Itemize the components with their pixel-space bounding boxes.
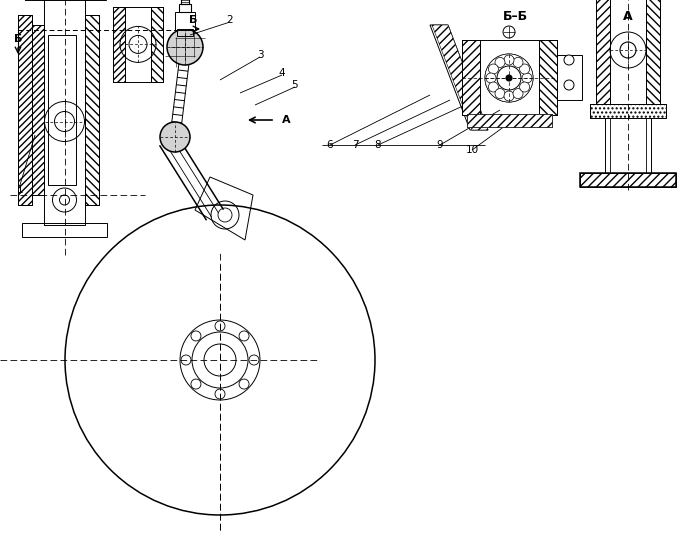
- Bar: [590, 104, 666, 118]
- Circle shape: [160, 122, 190, 152]
- Bar: [539, 40, 557, 115]
- Bar: [151, 7, 163, 82]
- Circle shape: [513, 89, 523, 99]
- Circle shape: [249, 355, 259, 365]
- Text: 10: 10: [466, 145, 479, 155]
- Bar: [605, 118, 651, 173]
- Text: 6: 6: [327, 140, 333, 150]
- Circle shape: [495, 89, 505, 99]
- Circle shape: [522, 73, 532, 83]
- Bar: [557, 55, 582, 100]
- Circle shape: [564, 80, 574, 90]
- Circle shape: [191, 379, 201, 389]
- Circle shape: [504, 55, 514, 65]
- Bar: [462, 40, 480, 115]
- Circle shape: [60, 195, 69, 205]
- Text: 1: 1: [17, 185, 23, 195]
- Text: 7: 7: [351, 140, 358, 150]
- Bar: [467, 114, 552, 127]
- Text: 2: 2: [227, 15, 233, 25]
- Bar: [462, 40, 557, 115]
- Circle shape: [519, 82, 530, 92]
- Text: 9: 9: [437, 140, 443, 150]
- Text: Б: Б: [14, 34, 22, 44]
- Bar: [30, 25, 44, 195]
- Circle shape: [486, 73, 496, 83]
- Text: Б: Б: [189, 15, 197, 25]
- Circle shape: [239, 331, 249, 341]
- Text: А: А: [282, 115, 290, 125]
- Bar: [539, 40, 557, 115]
- Bar: [610, 0, 646, 104]
- Text: А: А: [623, 11, 633, 23]
- Bar: [175, 12, 195, 30]
- Bar: [462, 40, 480, 115]
- Bar: [610, 118, 646, 173]
- Text: Б–Б: Б–Б: [503, 11, 528, 23]
- Circle shape: [513, 57, 523, 67]
- Text: 5: 5: [292, 80, 298, 90]
- Bar: [30, 25, 44, 195]
- Circle shape: [215, 321, 225, 331]
- Bar: [18, 15, 32, 205]
- Circle shape: [564, 55, 574, 65]
- Circle shape: [129, 36, 147, 53]
- Circle shape: [181, 355, 191, 365]
- Bar: [179, 4, 191, 12]
- Circle shape: [489, 82, 498, 92]
- Circle shape: [519, 64, 530, 74]
- Bar: [596, 0, 610, 104]
- Bar: [113, 7, 125, 82]
- Bar: [580, 173, 676, 187]
- Bar: [646, 0, 660, 104]
- Circle shape: [191, 331, 201, 341]
- Circle shape: [495, 57, 505, 67]
- Bar: [646, 0, 660, 104]
- Bar: [590, 104, 666, 118]
- Bar: [18, 15, 32, 205]
- Bar: [596, 0, 660, 104]
- Circle shape: [620, 42, 636, 58]
- Bar: [85, 15, 99, 205]
- Bar: [151, 7, 163, 82]
- Bar: [177, 29, 193, 36]
- Text: 8: 8: [374, 140, 382, 150]
- Bar: [113, 7, 163, 82]
- Circle shape: [506, 75, 512, 81]
- Polygon shape: [432, 25, 488, 130]
- Bar: [22, 223, 107, 237]
- Bar: [85, 15, 99, 205]
- Bar: [44, 0, 85, 225]
- Circle shape: [239, 379, 249, 389]
- Circle shape: [167, 29, 203, 65]
- Circle shape: [489, 64, 498, 74]
- Bar: [181, 0, 189, 4]
- Bar: [596, 0, 610, 104]
- Circle shape: [485, 54, 533, 102]
- Bar: [48, 35, 76, 185]
- Bar: [580, 173, 676, 187]
- Circle shape: [504, 91, 514, 101]
- Text: 3: 3: [257, 50, 263, 60]
- Text: 4: 4: [279, 68, 286, 78]
- Bar: [113, 7, 125, 82]
- Circle shape: [215, 389, 225, 399]
- Bar: [467, 114, 552, 127]
